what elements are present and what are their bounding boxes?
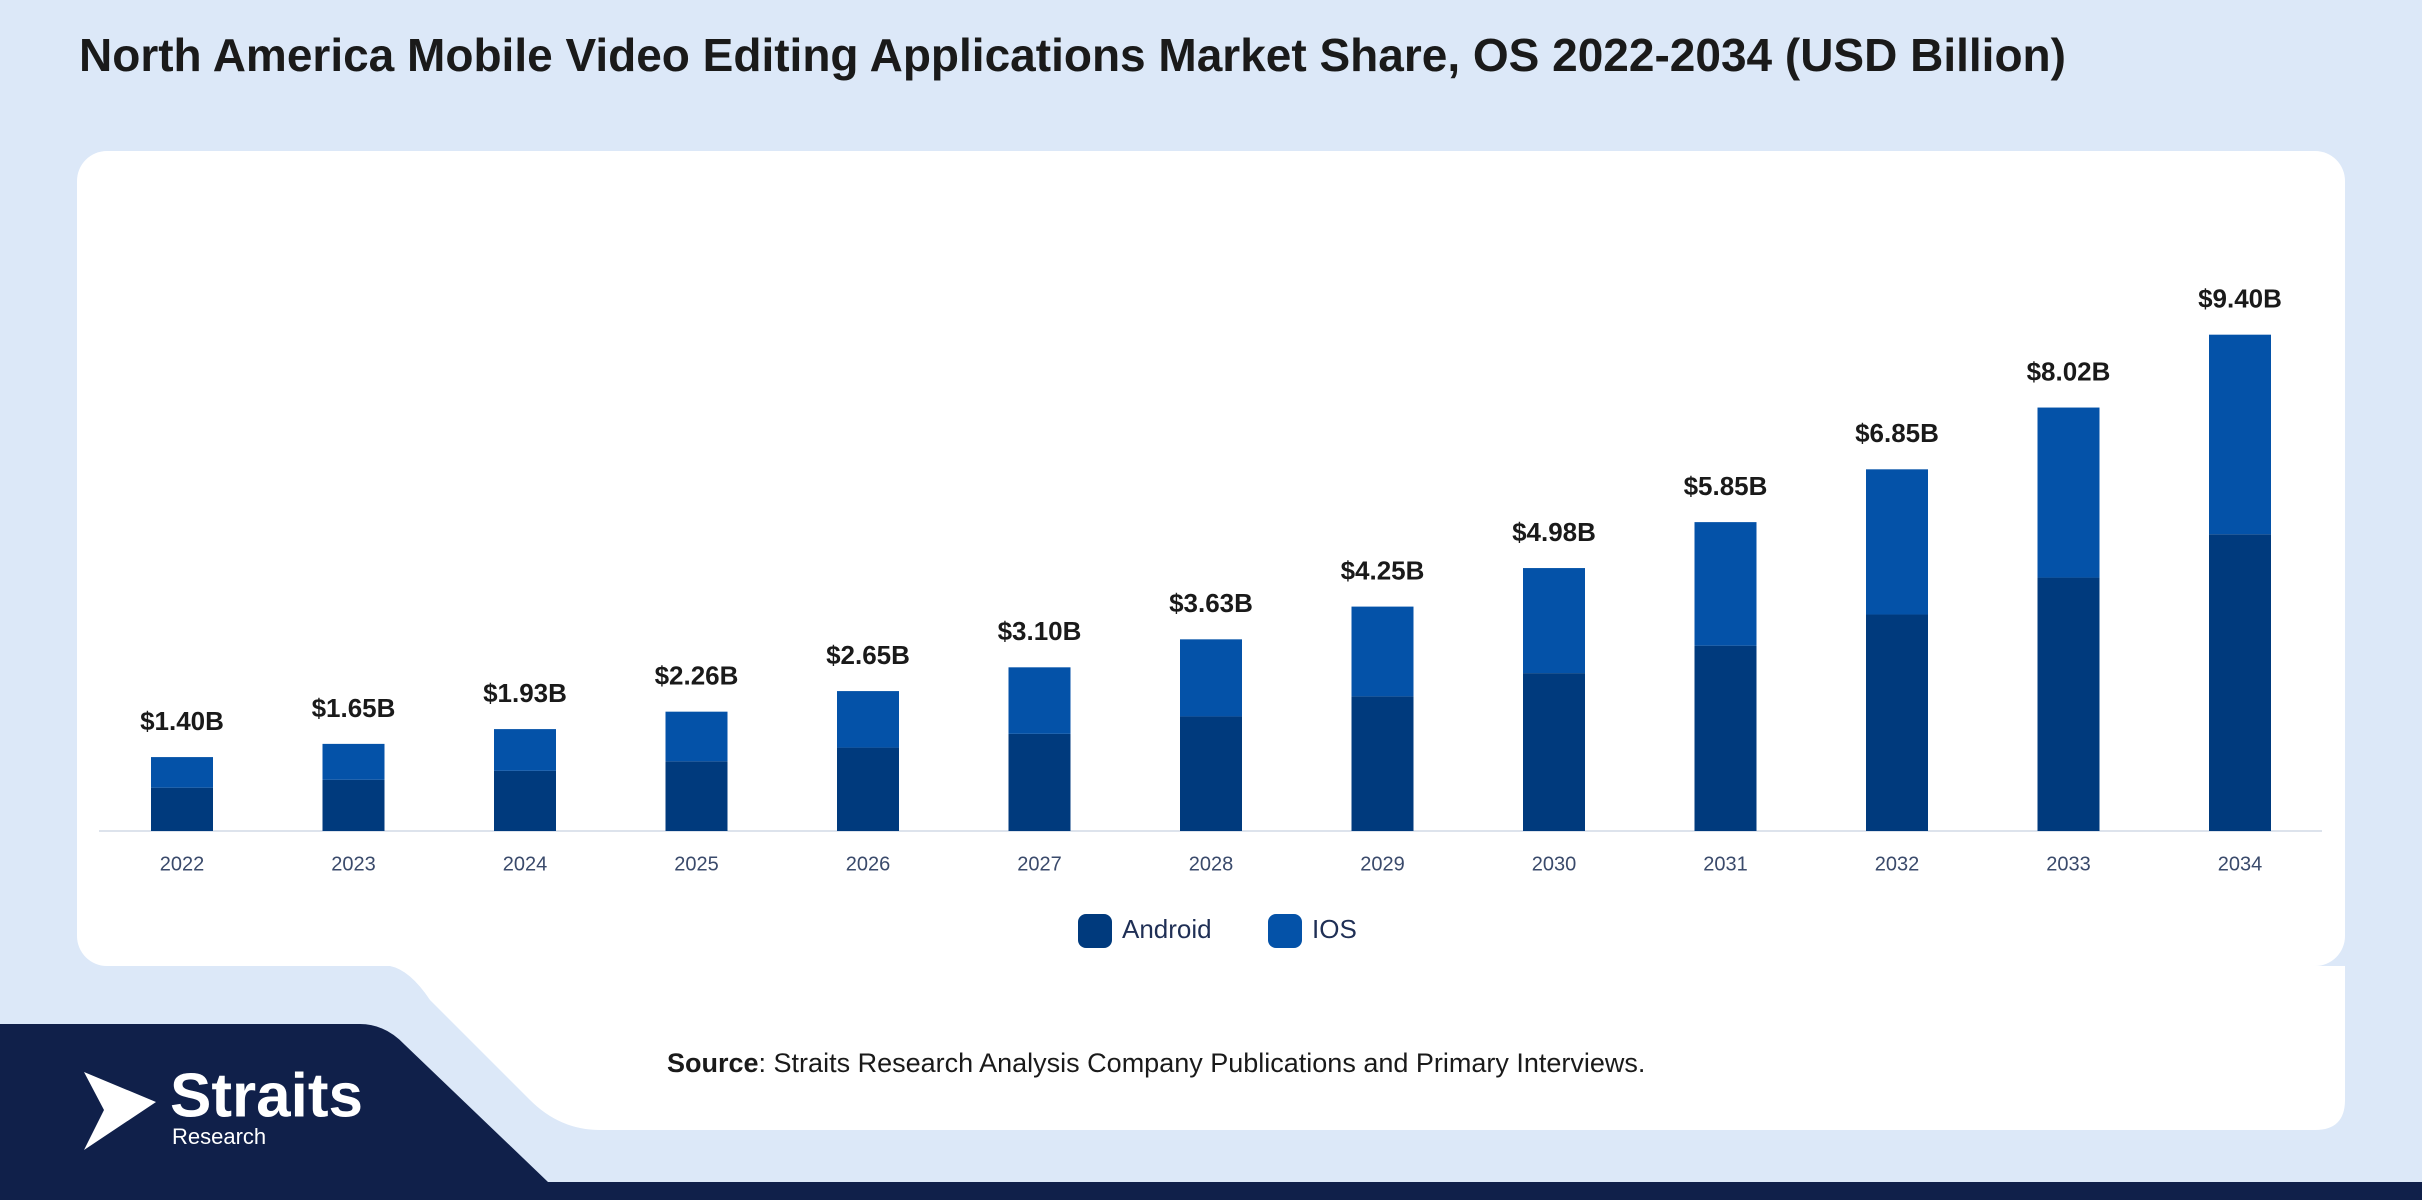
bar-segment [837, 747, 899, 831]
bar-segment [151, 787, 213, 831]
total-label: $3.63B [1169, 588, 1253, 618]
source: Source: Straits Research Analysis Compan… [667, 1048, 1645, 1078]
bar-segment [1008, 667, 1071, 734]
bar-segment [1694, 645, 1757, 831]
bar-segment [1008, 733, 1071, 831]
bar-segment [2037, 407, 2100, 578]
legend-swatch [1268, 914, 1302, 948]
bar-segment [1180, 639, 1242, 717]
bar-segment [665, 761, 728, 831]
x-tick-label: 2031 [1703, 853, 1748, 875]
legend-swatch [1078, 914, 1112, 948]
total-label: $4.25B [1341, 555, 1425, 585]
bar-segment [2037, 577, 2100, 831]
x-tick-label: 2033 [2046, 853, 2091, 875]
bar-segment [2209, 534, 2271, 831]
total-label: $8.02B [2027, 356, 2111, 386]
bar-segment [2209, 334, 2271, 535]
bar-segment [322, 779, 385, 831]
total-label: $1.93B [483, 678, 567, 708]
logo-tagline: Research [172, 1124, 266, 1149]
total-label: $1.40B [140, 706, 224, 736]
bar-segment [1351, 606, 1414, 697]
bar-segment [151, 757, 213, 788]
bar-segment [837, 691, 899, 748]
x-tick-label: 2024 [503, 853, 548, 875]
bar-segment [494, 770, 556, 831]
logo-icon [84, 1072, 156, 1150]
x-tick-label: 2029 [1360, 853, 1405, 875]
bar-segment [1523, 673, 1585, 831]
x-tick-label: 2025 [674, 853, 719, 875]
total-label: $5.85B [1684, 471, 1768, 501]
total-label: $3.10B [998, 616, 1082, 646]
x-tick-label: 2032 [1875, 853, 1920, 875]
bar-segment [1351, 696, 1414, 831]
x-tick-label: 2028 [1189, 853, 1234, 875]
source-label: Source [667, 1048, 759, 1078]
legend-label: Android [1122, 914, 1212, 944]
bar-segment [1523, 568, 1585, 674]
total-label: $4.98B [1512, 517, 1596, 547]
total-label: $9.40B [2198, 284, 2282, 314]
legend-label: IOS [1312, 914, 1357, 944]
bar-segment [665, 711, 728, 762]
x-tick-label: 2027 [1017, 853, 1062, 875]
total-label: $6.85B [1855, 418, 1939, 448]
x-tick-label: 2030 [1532, 853, 1577, 875]
chart-card [77, 151, 2345, 966]
logo-name: Straits [170, 1061, 363, 1130]
x-tick-label: 2034 [2218, 853, 2263, 875]
total-label: $2.65B [826, 640, 910, 670]
bar-segment [1694, 522, 1757, 646]
x-tick-label: 2026 [846, 853, 891, 875]
bar-segment [1866, 614, 1928, 831]
footer-band [0, 1024, 2422, 1200]
x-tick-label: 2022 [160, 853, 205, 875]
x-tick-label: 2023 [331, 853, 376, 875]
source-card [390, 966, 2345, 1130]
chart-title: North America Mobile Video Editing Appli… [79, 29, 2066, 81]
total-label: $2.26B [655, 661, 739, 691]
bar-segment [494, 729, 556, 771]
total-label: $1.65B [312, 693, 396, 723]
bar-segment [1866, 469, 1928, 615]
bar-segment [1180, 716, 1242, 831]
source-text: : Straits Research Analysis Company Publ… [759, 1048, 1646, 1078]
bar-segment [322, 743, 385, 780]
